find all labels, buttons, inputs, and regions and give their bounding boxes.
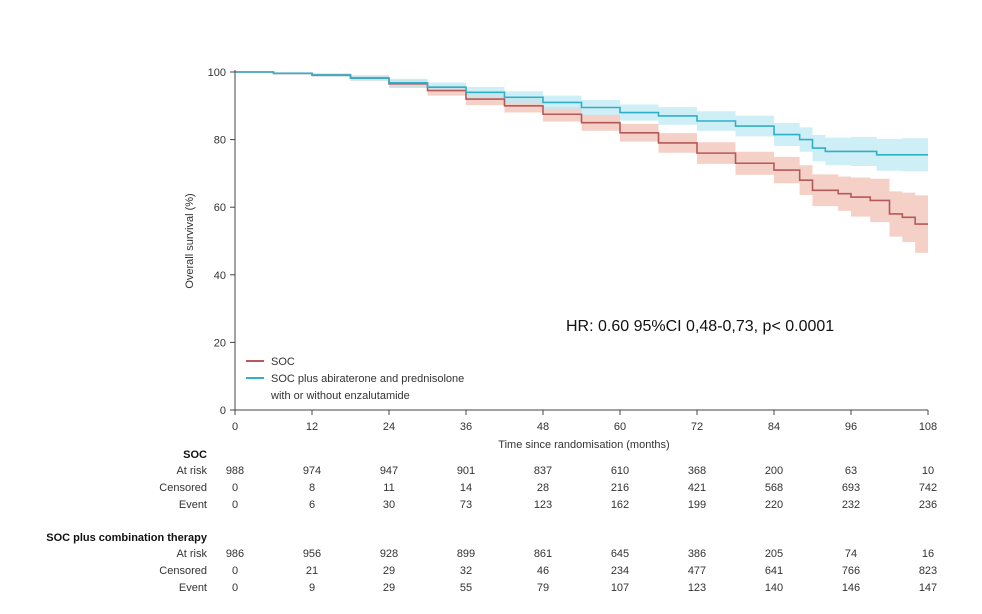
risk-cell: 11 <box>383 482 394 494</box>
risk-row-label: Event <box>179 582 207 594</box>
risk-cell: 232 <box>842 499 860 511</box>
risk-cell: 14 <box>460 482 472 494</box>
risk-cell: 8 <box>309 482 315 494</box>
risk-cell: 220 <box>765 499 783 511</box>
risk-cell: 236 <box>919 499 937 511</box>
risk-cell: 421 <box>688 482 706 494</box>
risk-cell: 0 <box>232 582 238 594</box>
risk-row-label: Censored <box>159 565 207 577</box>
x-tick-label: 72 <box>691 421 703 433</box>
risk-cell: 30 <box>383 499 395 511</box>
x-tick-label: 60 <box>614 421 626 433</box>
risk-cell: 899 <box>457 548 475 560</box>
risk-row-label: Censored <box>159 482 207 494</box>
risk-cell: 234 <box>611 565 629 577</box>
legend-label-soc: SOC <box>271 356 295 368</box>
risk-cell: 0 <box>232 482 238 494</box>
risk-cell: 21 <box>306 565 318 577</box>
risk-cell: 107 <box>611 582 629 594</box>
y-tick-label: 100 <box>208 67 226 79</box>
x-tick-label: 12 <box>306 421 318 433</box>
risk-cell: 974 <box>303 465 321 477</box>
risk-cell: 74 <box>845 548 857 560</box>
x-tick-label: 48 <box>537 421 549 433</box>
risk-cell: 986 <box>226 548 244 560</box>
risk-cell: 0 <box>232 499 238 511</box>
risk-row-label: At risk <box>176 465 207 477</box>
risk-cell: 693 <box>842 482 860 494</box>
risk-cell: 988 <box>226 465 244 477</box>
risk-cell: 9 <box>309 582 315 594</box>
risk-cell: 140 <box>765 582 783 594</box>
risk-cell: 73 <box>460 499 472 511</box>
risk-row-label: Event <box>179 499 207 511</box>
risk-cell: 10 <box>922 465 934 477</box>
risk-cell: 146 <box>842 582 860 594</box>
risk-cell: 0 <box>232 565 238 577</box>
risk-cell: 29 <box>383 565 395 577</box>
legend-label-combo-line2: with or without enzalutamide <box>270 390 410 402</box>
risk-cell: 645 <box>611 548 629 560</box>
risk-cell: 55 <box>460 582 472 594</box>
survival-line-combo <box>235 71 928 156</box>
risk-group-title: SOC <box>183 449 207 461</box>
risk-cell: 200 <box>765 465 783 477</box>
risk-cell: 63 <box>845 465 857 477</box>
risk-cell: 766 <box>842 565 860 577</box>
legend: SOC SOC plus abiraterone and prednisolone… <box>246 356 464 402</box>
axes: 0 20 40 60 80 100 0 12 24 36 48 60 72 84 96 108 <box>208 67 938 433</box>
x-tick-label: 0 <box>232 421 238 433</box>
risk-cell: 823 <box>919 565 937 577</box>
y-tick-label: 0 <box>220 405 226 417</box>
y-tick-label: 40 <box>214 270 226 282</box>
y-axis-label: Overall survival (%) <box>184 193 196 288</box>
risk-group-title: SOC plus combination therapy <box>46 532 208 544</box>
risk-cell: 205 <box>765 548 783 560</box>
risk-cell: 386 <box>688 548 706 560</box>
x-tick-label: 24 <box>383 421 395 433</box>
risk-cell: 368 <box>688 465 706 477</box>
risk-cell: 123 <box>688 582 706 594</box>
confidence-bands <box>235 72 928 253</box>
x-tick-label: 84 <box>768 421 780 433</box>
risk-cell: 16 <box>922 548 934 560</box>
risk-cell: 199 <box>688 499 706 511</box>
risk-cell: 28 <box>537 482 549 494</box>
risk-cell: 29 <box>383 582 395 594</box>
y-tick-label: 80 <box>214 135 226 147</box>
y-tick-label: 60 <box>214 202 226 214</box>
x-tick-label: 96 <box>845 421 857 433</box>
ci-band-combo <box>235 72 928 172</box>
risk-cell: 79 <box>537 582 549 594</box>
risk-cell: 837 <box>534 465 552 477</box>
risk-cell: 928 <box>380 548 398 560</box>
risk-cell: 742 <box>919 482 937 494</box>
risk-cell: 956 <box>303 548 321 560</box>
risk-cell: 6 <box>309 499 315 511</box>
risk-cell: 216 <box>611 482 629 494</box>
risk-cell: 641 <box>765 565 783 577</box>
risk-cell: 901 <box>457 465 475 477</box>
hazard-ratio-annotation: HR: 0.60 95%CI 0,48-0,73, p< 0.0001 <box>566 318 834 335</box>
survival-curves <box>235 71 928 225</box>
y-tick-label: 20 <box>214 337 226 349</box>
x-tick-label: 108 <box>919 421 937 433</box>
risk-cell: 162 <box>611 499 629 511</box>
risk-cell: 610 <box>611 465 629 477</box>
risk-cell: 861 <box>534 548 552 560</box>
risk-cell: 147 <box>919 582 937 594</box>
x-axis-label: Time since randomisation (months) <box>498 439 669 451</box>
x-tick-label: 36 <box>460 421 472 433</box>
risk-cell: 568 <box>765 482 783 494</box>
risk-cell: 123 <box>534 499 552 511</box>
legend-label-combo-line1: SOC plus abiraterone and prednisolone <box>271 373 464 385</box>
risk-cell: 947 <box>380 465 398 477</box>
risk-cell: 46 <box>537 565 549 577</box>
risk-row-label: At risk <box>176 548 207 560</box>
risk-cell: 32 <box>460 565 472 577</box>
risk-cell: 477 <box>688 565 706 577</box>
